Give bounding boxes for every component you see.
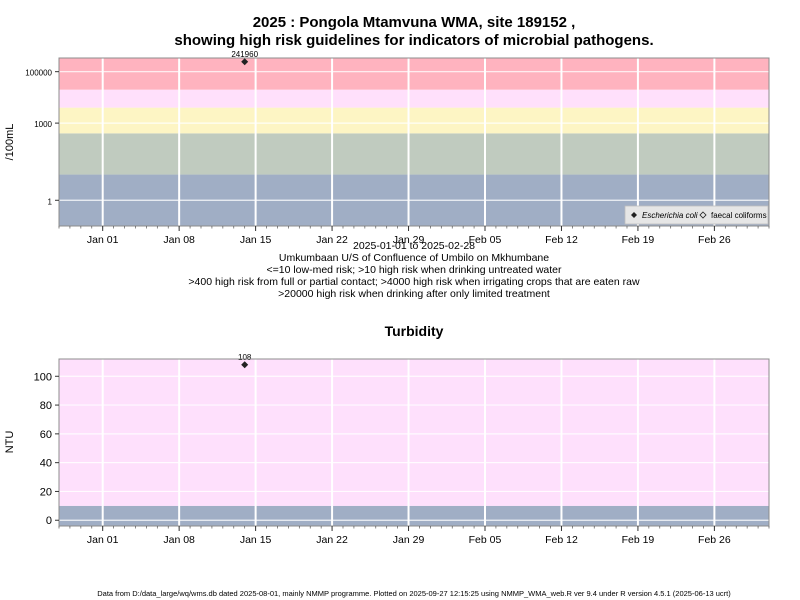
gridlines	[59, 359, 769, 526]
footer-note: Data from D:/data_large/wq/wms.db dated …	[97, 589, 731, 598]
x-tick-label: Jan 22	[316, 234, 348, 246]
y-tick-label: 80	[40, 400, 52, 412]
x-tick-label: Jan 15	[240, 234, 272, 246]
turbidity-bands	[59, 359, 769, 526]
risk-band-2	[59, 107, 769, 134]
data-point-marker	[241, 58, 249, 66]
gridlines	[59, 58, 769, 226]
risk-band-0	[59, 505, 769, 526]
risk-band-1	[59, 359, 769, 506]
chart-title-line-1: 2025 : Pongola Mtamvuna WMA, site 189152…	[253, 14, 576, 31]
risk-band-1	[59, 133, 769, 175]
y-tick-label: 20	[40, 486, 52, 498]
y-tick-label: 0	[46, 515, 52, 527]
x-tick-label: Feb 05	[469, 534, 502, 546]
x-tick-label: Jan 15	[240, 534, 272, 546]
x-tick-label: Feb 05	[469, 234, 502, 246]
x-axis: Jan 01 Jan 08 Jan 15 Jan 22 Jan 29 Feb 05 Feb …	[58, 526, 770, 546]
caption-line-3: <=10 low-med risk; >10 high risk when dr…	[266, 264, 562, 276]
y-axis-label: /100mL	[4, 124, 16, 161]
data-points: 108	[238, 353, 252, 369]
x-tick-label: Jan 29	[393, 534, 425, 546]
plot-frame	[58, 358, 770, 527]
x-tick-label: Feb 12	[545, 234, 578, 246]
data-point-label: 108	[238, 353, 252, 362]
legend-label-faecal-coliforms: faecal coliforms	[711, 211, 767, 220]
legend-marker-ecoli	[631, 212, 637, 218]
data-points: 241960	[231, 50, 259, 66]
caption-line-1: 2025-01-01 to 2025-02-28	[353, 240, 475, 252]
y-tick-label: 100	[34, 371, 52, 383]
x-tick-label: Jan 01	[87, 234, 119, 246]
legend-label-ecoli: Escherichia coli	[642, 211, 698, 220]
caption-line-5: >20000 high risk when drinking after onl…	[278, 288, 550, 300]
y-tick-label: 1	[48, 197, 53, 206]
x-tick-label: Jan 08	[163, 534, 195, 546]
x-tick-label: Jan 01	[87, 534, 119, 546]
y-axis-label: NTU	[4, 431, 16, 454]
x-tick-label: Feb 26	[698, 234, 731, 246]
data-point-marker	[241, 361, 249, 369]
y-axis: 0 20 40 60 80 100	[34, 371, 59, 527]
plot-frame	[58, 57, 770, 227]
y-tick-label: 1000	[34, 120, 52, 129]
turbidity-title: Turbidity	[385, 323, 444, 339]
chart-title-line-2: showing high risk guidelines for indicat…	[174, 32, 653, 49]
x-tick-label: Feb 19	[622, 534, 655, 546]
y-tick-label: 100000	[25, 69, 52, 78]
x-tick-label: Feb 19	[622, 234, 655, 246]
x-tick-label: Feb 26	[698, 534, 731, 546]
risk-band-3	[59, 89, 769, 108]
y-axis: 1 1000 100000	[25, 69, 59, 206]
y-tick-label: 60	[40, 429, 52, 441]
caption-line-2: Umkumbaan U/S of Confluence of Umbilo on…	[279, 252, 549, 264]
x-tick-label: Jan 22	[316, 534, 348, 546]
x-axis: Jan 01 Jan 08 Jan 15 Jan 22 Jan 29 Feb 05 Feb …	[58, 226, 770, 246]
caption-line-4: >400 high risk from full or partial cont…	[188, 276, 640, 288]
x-tick-label: Feb 12	[545, 534, 578, 546]
risk-bands	[59, 58, 769, 226]
risk-band-4	[59, 58, 769, 90]
data-point-label: 241960	[231, 50, 258, 59]
legend-marker-faecal-coliforms	[699, 211, 707, 219]
legend: Escherichia coli faecal coliforms	[624, 205, 769, 225]
x-tick-label: Jan 29	[393, 234, 425, 246]
y-tick-label: 40	[40, 458, 52, 470]
x-tick-label: Jan 08	[163, 234, 195, 246]
